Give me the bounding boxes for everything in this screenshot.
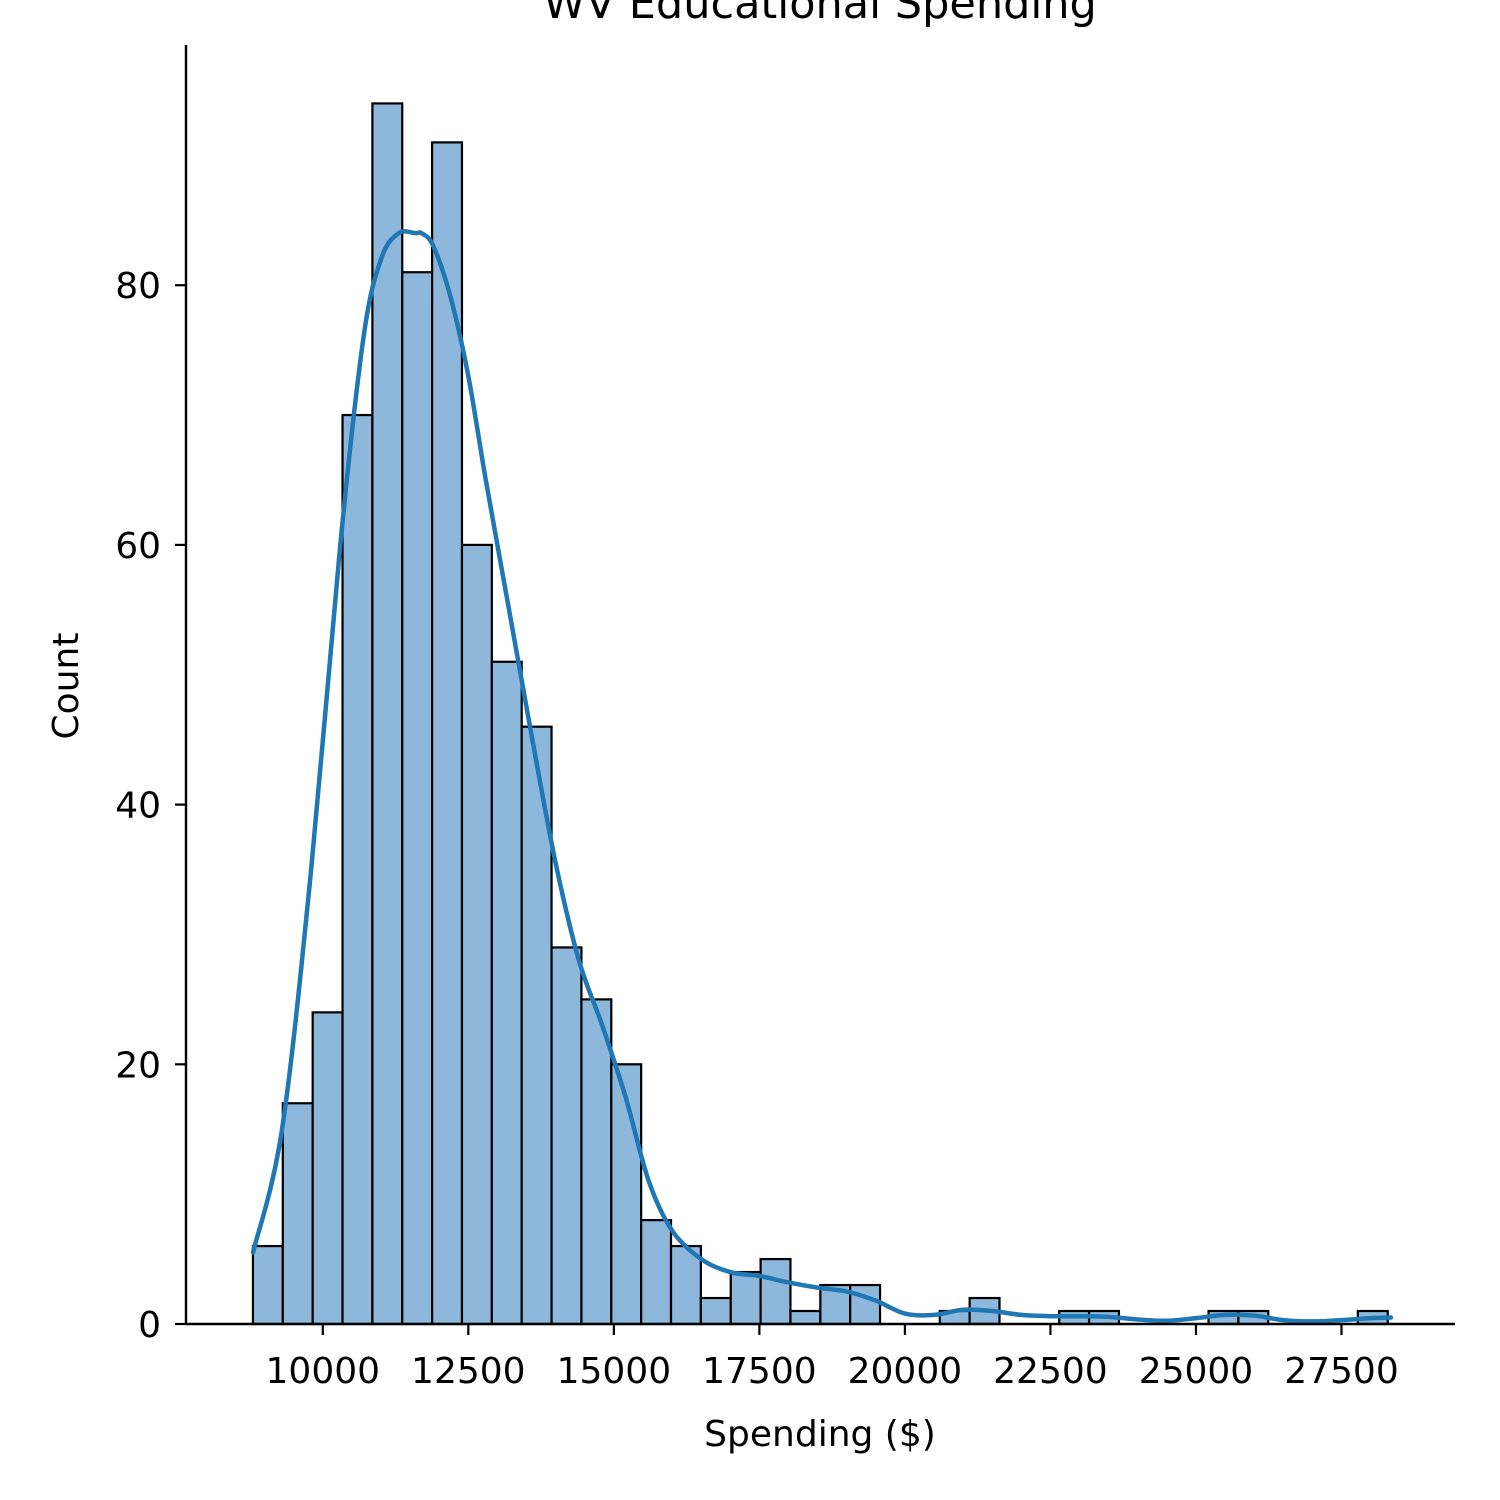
histogram-bar (550, 946, 583, 1326)
histogram-bars (251, 102, 1389, 1326)
y-tick-label: 0 (138, 1305, 161, 1346)
y-tick-label: 20 (115, 1045, 161, 1086)
y-axis-title: Count (46, 633, 87, 740)
axes (184, 45, 1455, 1326)
histogram-bar (401, 271, 434, 1326)
x-tick-label: 17500 (702, 1351, 817, 1392)
histogram-bar (371, 102, 404, 1326)
histogram-bar (341, 413, 374, 1326)
x-axis-title: Spending ($) (704, 1414, 936, 1455)
histogram-bar (640, 1219, 673, 1326)
y-tick-label: 80 (115, 266, 161, 307)
x-tick-label: 12500 (411, 1351, 526, 1392)
x-axis-ticks: 10000 12500 15000 17500 20000 22500 25000 27500 (266, 1324, 1399, 1392)
histogram-bar (281, 1102, 314, 1326)
x-tick-label: 22500 (993, 1351, 1108, 1392)
histogram-bar (490, 660, 523, 1326)
y-tick-label: 60 (115, 526, 161, 567)
x-tick-label: 15000 (557, 1351, 672, 1392)
histogram-bar (729, 1270, 762, 1326)
histogram-bar (789, 1309, 822, 1326)
histogram-bar (699, 1296, 732, 1326)
histogram-bar (431, 141, 464, 1326)
histogram-bar (311, 1011, 344, 1326)
histogram-bar (669, 1244, 702, 1326)
chart-title: WV Educational Spending (543, 0, 1097, 29)
x-tick-label: 20000 (848, 1351, 963, 1392)
kde-curve (250, 229, 1394, 1324)
x-tick-label: 27500 (1284, 1351, 1399, 1392)
y-tick-label: 40 (115, 786, 161, 827)
x-tick-label: 10000 (266, 1351, 381, 1392)
histogram-bar (759, 1257, 792, 1326)
y-axis-ticks: 0 20 40 60 80 (115, 266, 186, 1346)
histogram-bar (580, 998, 613, 1326)
histogram-bar (849, 1283, 882, 1326)
x-tick-label: 25000 (1139, 1351, 1254, 1392)
histogram-bar (460, 543, 493, 1326)
histogram-bar (251, 1244, 284, 1326)
